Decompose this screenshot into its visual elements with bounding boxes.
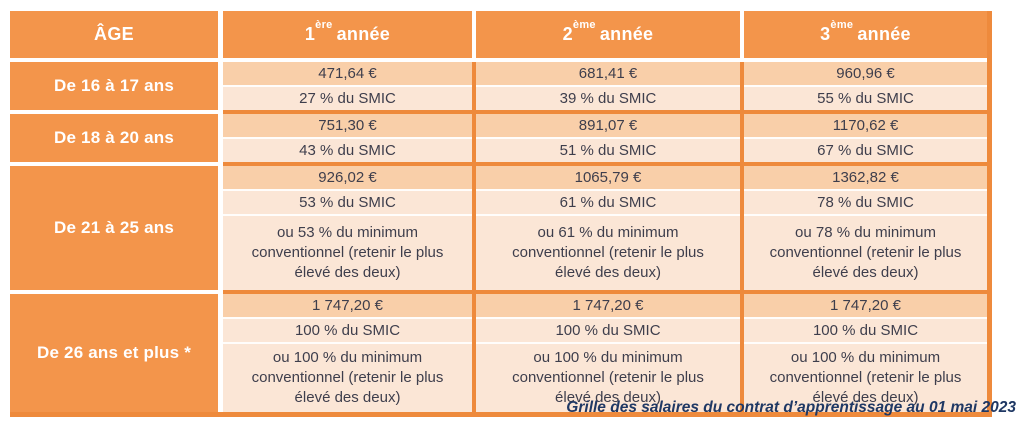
smic-percentage: 61 % du SMIC (476, 189, 740, 214)
data-cell-year-1: 1 747,20 € 100 % du SMIC ou 100 % du min… (223, 294, 472, 412)
smic-percentage: 39 % du SMIC (476, 85, 740, 110)
divider (223, 290, 987, 294)
table-caption: Grille des salaires du contrat d’apprent… (566, 399, 1016, 416)
age-column-label: ÂGE (94, 24, 134, 44)
amount-value: 960,96 € (744, 62, 987, 85)
data-cell-year-1: 926,02 € 53 % du SMIC ou 53 % du minimum… (223, 166, 472, 290)
minimum-conventionnel-note: ou 100 % du minimum conventionnel (reten… (476, 342, 740, 412)
table-row-16-17: De 16 à 17 ans 471,64 € 27 % du SMIC 681… (10, 62, 987, 110)
column-gap (218, 294, 223, 412)
column-gap (218, 166, 223, 290)
divider (740, 62, 744, 110)
data-cell-year-2: 1065,79 € 61 % du SMIC ou 61 % du minimu… (476, 166, 740, 290)
smic-percentage: 100 % du SMIC (223, 317, 472, 342)
column-gap (218, 114, 223, 162)
divider (10, 110, 218, 114)
divider (223, 162, 987, 166)
row-divider (10, 162, 987, 166)
year-3-number: 3 (820, 24, 831, 44)
data-cell-year-1: 471,64 € 27 % du SMIC (223, 62, 472, 110)
divider (472, 114, 476, 162)
header-cell-year-1: 1 ère année (223, 11, 472, 58)
header-cell-year-2: 2 ème année (476, 11, 740, 58)
year-1-ordinal-suffix: ère (315, 19, 333, 31)
smic-percentage: 43 % du SMIC (223, 137, 472, 162)
divider (472, 62, 476, 110)
header-body-divider (10, 58, 987, 62)
column-gap (218, 11, 223, 58)
smic-percentage: 78 % du SMIC (744, 189, 987, 214)
age-cell: De 16 à 17 ans (10, 62, 218, 110)
data-cell-year-1: 751,30 € 43 % du SMIC (223, 114, 472, 162)
divider (218, 110, 223, 114)
age-cell: De 18 à 20 ans (10, 114, 218, 162)
amount-value: 1065,79 € (476, 166, 740, 189)
divider (472, 166, 476, 290)
data-cell-year-2: 1 747,20 € 100 % du SMIC ou 100 % du min… (476, 294, 740, 412)
smic-percentage: 100 % du SMIC (744, 317, 987, 342)
amount-value: 926,02 € (223, 166, 472, 189)
year-2-number: 2 (562, 24, 573, 44)
year-3-word: année (857, 24, 911, 44)
minimum-conventionnel-note: ou 53 % du minimum conventionnel (reteni… (223, 214, 472, 290)
salary-grid-table: ÂGE 1 ère année 2 ème année 3 ème année De 16 … (10, 11, 992, 417)
table-row-26-plus: De 26 ans et plus * 1 747,20 € 100 % du … (10, 294, 987, 412)
minimum-conventionnel-note: ou 78 % du minimum conventionnel (reteni… (744, 214, 987, 290)
smic-percentage: 67 % du SMIC (744, 137, 987, 162)
smic-percentage: 55 % du SMIC (744, 85, 987, 110)
table-row-21-25: De 21 à 25 ans 926,02 € 53 % du SMIC ou … (10, 166, 987, 290)
year-3-ordinal-suffix: ème (830, 19, 854, 31)
divider (740, 166, 744, 290)
year-1-word: année (336, 24, 391, 44)
data-cell-year-3: 1362,82 € 78 % du SMIC ou 78 % du minimu… (744, 166, 987, 290)
data-cell-year-2: 681,41 € 39 % du SMIC (476, 62, 740, 110)
data-cell-year-2: 891,07 € 51 % du SMIC (476, 114, 740, 162)
row-divider (10, 110, 987, 114)
table-row-18-20: De 18 à 20 ans 751,30 € 43 % du SMIC 891… (10, 114, 987, 162)
data-cell-year-3: 1170,62 € 67 % du SMIC (744, 114, 987, 162)
amount-value: 471,64 € (223, 62, 472, 85)
amount-value: 751,30 € (223, 114, 472, 137)
year-1-number: 1 (304, 24, 316, 44)
data-cell-year-3: 1 747,20 € 100 % du SMIC ou 100 % du min… (744, 294, 987, 412)
divider (223, 110, 987, 114)
age-cell: De 26 ans et plus * (10, 294, 218, 412)
divider (218, 162, 223, 166)
row-divider (10, 290, 987, 294)
divider (10, 290, 218, 294)
data-cell-year-3: 960,96 € 55 % du SMIC (744, 62, 987, 110)
divider (740, 114, 744, 162)
column-gap (740, 11, 744, 58)
header-row: ÂGE 1 ère année 2 ème année 3 ème année (10, 11, 987, 58)
header-cell-year-3: 3 ème année (744, 11, 987, 58)
minimum-conventionnel-note: ou 100 % du minimum conventionnel (reten… (744, 342, 987, 412)
year-2-word: année (599, 24, 654, 44)
divider (218, 290, 223, 294)
smic-percentage: 53 % du SMIC (223, 189, 472, 214)
divider (740, 294, 744, 412)
amount-value: 1 747,20 € (476, 294, 740, 317)
year-2-ordinal-suffix: ème (572, 19, 596, 31)
divider (472, 294, 476, 412)
amount-value: 1362,82 € (744, 166, 987, 189)
column-gap (218, 62, 223, 110)
amount-value: 681,41 € (476, 62, 740, 85)
minimum-conventionnel-note: ou 61 % du minimum conventionnel (reteni… (476, 214, 740, 290)
divider (10, 162, 218, 166)
column-gap (472, 11, 476, 58)
amount-value: 891,07 € (476, 114, 740, 137)
smic-percentage: 51 % du SMIC (476, 137, 740, 162)
amount-value: 1170,62 € (744, 114, 987, 137)
smic-percentage: 100 % du SMIC (476, 317, 740, 342)
minimum-conventionnel-note: ou 100 % du minimum conventionnel (reten… (223, 342, 472, 412)
amount-value: 1 747,20 € (223, 294, 472, 317)
header-cell-age: ÂGE (10, 11, 218, 58)
amount-value: 1 747,20 € (744, 294, 987, 317)
smic-percentage: 27 % du SMIC (223, 85, 472, 110)
age-cell: De 21 à 25 ans (10, 166, 218, 290)
